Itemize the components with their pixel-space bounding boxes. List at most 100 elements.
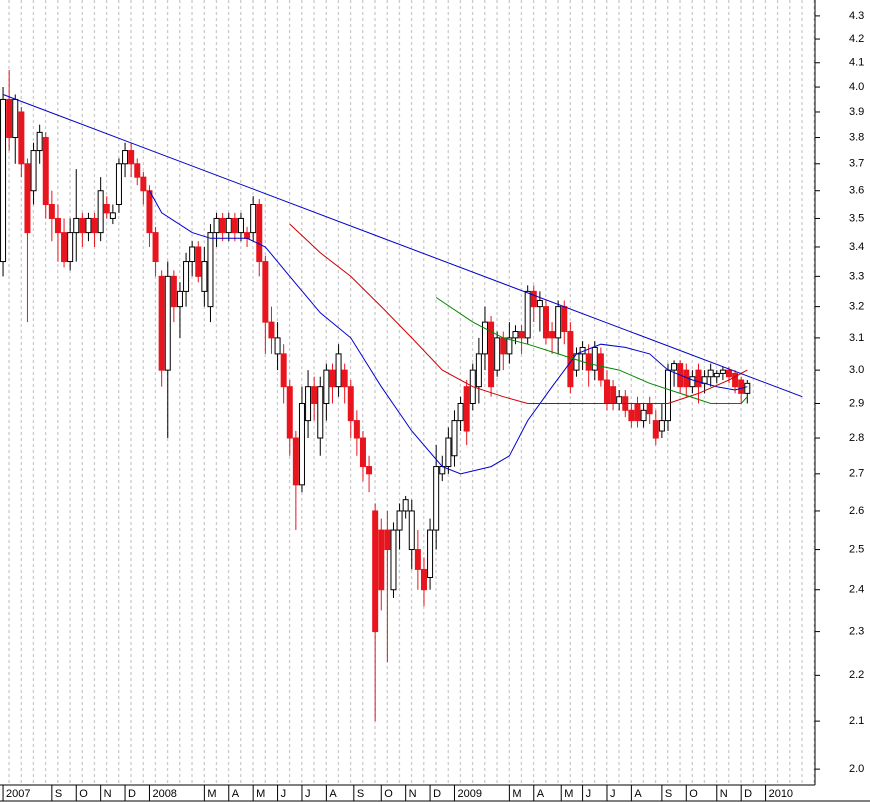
- candle-body: [42, 137, 49, 205]
- candle-body: [658, 420, 665, 432]
- candle-body: [427, 529, 434, 578]
- candle-body: [48, 203, 55, 219]
- candle-body: [506, 337, 513, 355]
- candle-body: [170, 275, 177, 308]
- x-tick-label: M: [256, 788, 265, 800]
- candle-body: [366, 466, 373, 475]
- y-tick-label: 2.4: [849, 584, 864, 596]
- y-tick-label: 4.2: [849, 33, 864, 45]
- candle-body: [12, 98, 19, 139]
- x-tick-label: M: [207, 788, 216, 800]
- candle-body: [725, 369, 732, 378]
- y-tick-label: 3.2: [849, 301, 864, 313]
- candle-body: [36, 131, 43, 152]
- candle-body: [347, 386, 354, 422]
- y-tick-label: 2.3: [849, 626, 864, 638]
- y-tick-label: 2.8: [849, 432, 864, 444]
- candle-body: [311, 386, 318, 405]
- candle-body: [634, 403, 641, 422]
- candle-body: [500, 337, 507, 355]
- y-tick-label: 4.0: [849, 81, 864, 93]
- candle-body: [646, 403, 653, 415]
- candle-body: [305, 386, 312, 422]
- candle-body: [183, 261, 190, 292]
- x-tick-label: O: [384, 788, 393, 800]
- x-tick-label: A: [537, 788, 545, 800]
- y-tick-label: 3.9: [849, 106, 864, 118]
- x-tick-label: O: [689, 788, 698, 800]
- grid-pattern: [0, 0, 815, 785]
- x-tick-label: S: [55, 788, 62, 800]
- x-tick-label: A: [634, 788, 642, 800]
- x-tick-label: 2009: [457, 788, 481, 800]
- candle-body: [97, 190, 104, 234]
- x-tick-label: S: [357, 788, 364, 800]
- candle-body: [280, 353, 287, 388]
- candle-body: [420, 568, 427, 591]
- y-tick-label: 3.8: [849, 131, 864, 143]
- candle-body: [359, 437, 366, 468]
- candle-body: [158, 275, 165, 371]
- x-tick-label: D: [433, 788, 441, 800]
- candle-body: [134, 163, 141, 178]
- x-tick-label: D: [744, 788, 752, 800]
- y-tick-label: 3.0: [849, 364, 864, 376]
- candle-body: [237, 217, 244, 234]
- candle-body: [549, 331, 556, 339]
- candle-body: [213, 217, 220, 234]
- candle-body: [250, 203, 257, 234]
- candle-body: [256, 203, 263, 263]
- x-tick-label: A: [232, 788, 240, 800]
- y-tick-label: 3.7: [849, 158, 864, 170]
- candle-body: [298, 403, 305, 486]
- candle-body: [536, 300, 543, 308]
- x-tick-label: 2007: [6, 788, 30, 800]
- x-tick-label: N: [720, 788, 728, 800]
- indicator-line: [149, 190, 748, 475]
- y-tick-label: 2.0: [849, 763, 864, 775]
- candle-body: [115, 163, 122, 205]
- y-tick-label: 2.7: [849, 468, 864, 480]
- candle-body: [744, 382, 751, 394]
- candle-body: [67, 232, 74, 263]
- candle-body: [268, 321, 275, 339]
- candle-body: [695, 369, 702, 388]
- candle-body: [402, 499, 409, 512]
- y-tick-label: 3.4: [849, 241, 864, 253]
- candle-body: [481, 321, 488, 355]
- candle-body: [317, 386, 324, 439]
- y-tick-label: 4.1: [849, 57, 864, 69]
- candle-body: [176, 290, 183, 308]
- candle-body: [585, 353, 592, 371]
- x-tick-label: S: [665, 788, 672, 800]
- candle-body: [671, 363, 678, 371]
- candle-body: [189, 246, 196, 263]
- candle-body: [433, 466, 440, 531]
- x-tick-label: 2010: [769, 788, 793, 800]
- candle-body: [518, 331, 525, 339]
- candle-body: [555, 306, 562, 339]
- candle-body: [274, 337, 281, 355]
- candle-body: [164, 275, 171, 371]
- candle-body: [610, 386, 617, 405]
- x-tick-label: J: [305, 788, 311, 800]
- candle-body: [323, 369, 330, 405]
- candle-body: [85, 217, 92, 234]
- candle-body: [146, 190, 153, 234]
- x-tick-label: 2008: [152, 788, 176, 800]
- candle-body: [152, 232, 159, 263]
- candle-body: [195, 246, 202, 277]
- x-tick-label: M: [564, 788, 573, 800]
- candle-body: [91, 217, 98, 234]
- candle-body: [201, 261, 208, 292]
- y-tick-label: 2.5: [849, 543, 864, 555]
- candle-body: [445, 437, 452, 468]
- candle-body: [61, 232, 68, 263]
- x-tick-label: N: [104, 788, 112, 800]
- candle-body: [719, 369, 726, 374]
- candle-body: [512, 331, 519, 339]
- y-tick-label: 3.6: [849, 185, 864, 197]
- candle-body: [30, 150, 37, 192]
- candle-body: [244, 232, 251, 239]
- y-tick-label: 3.5: [849, 212, 864, 224]
